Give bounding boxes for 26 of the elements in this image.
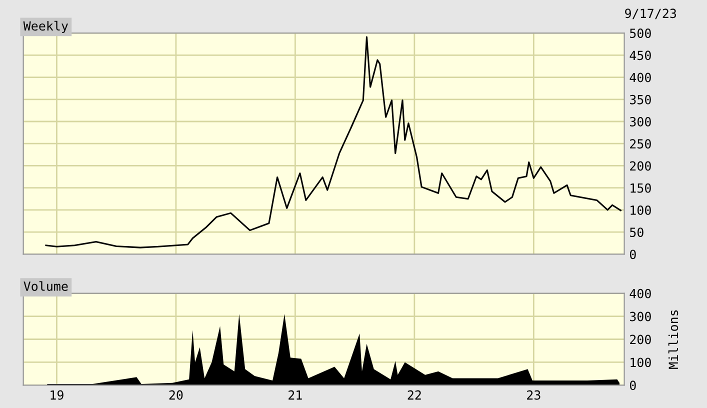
x-tick-label: 19 — [50, 390, 64, 400]
text: 9/17/23 — [625, 8, 676, 20]
chart-title: Volume — [24, 281, 68, 291]
chart-title: Weekly — [23, 20, 68, 34]
x-tick-label: 23 — [527, 390, 540, 400]
y-tick-label: 0 — [630, 380, 636, 390]
y-tick-label: 400 — [630, 72, 651, 82]
y-tick-label: 250 — [630, 139, 651, 149]
y-tick-label: 350 — [630, 94, 651, 104]
y-tick-label: 300 — [630, 117, 651, 126]
y-tick-label: 200 — [630, 334, 651, 344]
x-tick-label: 20 — [169, 390, 183, 400]
y-tick-label: 400 — [630, 288, 651, 298]
y-axis-title: Millions — [668, 310, 678, 369]
y-tick-label: 150 — [630, 183, 651, 193]
line-series — [45, 36, 622, 248]
y-tick-label: 200 — [630, 161, 651, 171]
y-tick-label: 500 — [630, 28, 651, 38]
y-tick-label: 100 — [630, 205, 651, 215]
y-tick-label: 100 — [630, 358, 651, 368]
y-tick-label: 450 — [630, 50, 651, 60]
x-tick-label: 21 — [288, 390, 302, 400]
y-tick-label: 50 — [630, 228, 644, 238]
y-tick-label: 0 — [630, 250, 636, 260]
y-tick-label: 300 — [630, 312, 651, 322]
x-tick-label: 22 — [408, 390, 421, 400]
